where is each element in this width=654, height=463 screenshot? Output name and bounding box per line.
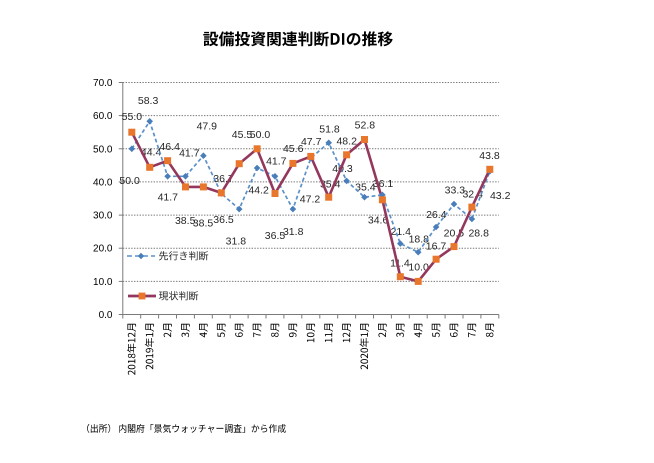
- svg-text:35.4: 35.4: [355, 182, 376, 194]
- svg-text:50.0: 50.0: [93, 144, 113, 155]
- svg-text:51.8: 51.8: [319, 124, 340, 136]
- svg-text:26.4: 26.4: [426, 209, 447, 221]
- svg-text:16.7: 16.7: [426, 241, 447, 253]
- svg-text:44.4: 44.4: [141, 147, 162, 159]
- svg-text:10.0: 10.0: [408, 262, 429, 274]
- svg-text:40.0: 40.0: [93, 177, 113, 188]
- svg-text:41.7: 41.7: [179, 148, 200, 160]
- svg-text:60.0: 60.0: [93, 111, 113, 122]
- svg-text:40.3: 40.3: [332, 163, 353, 175]
- svg-text:43.2: 43.2: [490, 190, 511, 202]
- svg-text:47.9: 47.9: [197, 121, 218, 133]
- svg-text:41.7: 41.7: [158, 192, 179, 204]
- svg-text:30.0: 30.0: [93, 211, 113, 222]
- svg-text:38.5: 38.5: [175, 215, 196, 227]
- svg-text:36.5: 36.5: [265, 230, 286, 242]
- svg-text:18.8: 18.8: [409, 234, 430, 246]
- svg-text:58.3: 58.3: [138, 95, 159, 107]
- svg-text:10.0: 10.0: [93, 277, 113, 288]
- svg-text:31.8: 31.8: [226, 236, 247, 248]
- svg-text:47.2: 47.2: [300, 194, 321, 206]
- svg-text:48.2: 48.2: [336, 135, 357, 147]
- svg-text:20.0: 20.0: [93, 244, 113, 255]
- svg-text:46.4: 46.4: [159, 141, 180, 153]
- svg-text:50.0: 50.0: [119, 175, 140, 187]
- svg-text:47.7: 47.7: [301, 136, 322, 148]
- svg-text:43.8: 43.8: [479, 150, 500, 162]
- svg-text:11.4: 11.4: [390, 257, 410, 269]
- svg-text:38.5: 38.5: [193, 217, 214, 229]
- svg-text:55.0: 55.0: [122, 111, 143, 123]
- svg-text:33.3: 33.3: [445, 185, 466, 197]
- svg-text:44.2: 44.2: [248, 185, 269, 197]
- svg-text:70.0: 70.0: [93, 78, 113, 89]
- svg-text:41.7: 41.7: [266, 155, 287, 167]
- svg-text:52.8: 52.8: [355, 120, 376, 132]
- svg-text:50.0: 50.0: [250, 129, 271, 141]
- svg-text:0.0: 0.0: [99, 310, 113, 321]
- svg-text:45.6: 45.6: [283, 143, 304, 155]
- svg-text:28.8: 28.8: [468, 228, 489, 240]
- svg-text:34.6: 34.6: [368, 214, 389, 226]
- svg-text:36.5: 36.5: [213, 214, 234, 226]
- svg-text:45.5: 45.5: [232, 129, 253, 141]
- svg-text:31.8: 31.8: [283, 226, 304, 238]
